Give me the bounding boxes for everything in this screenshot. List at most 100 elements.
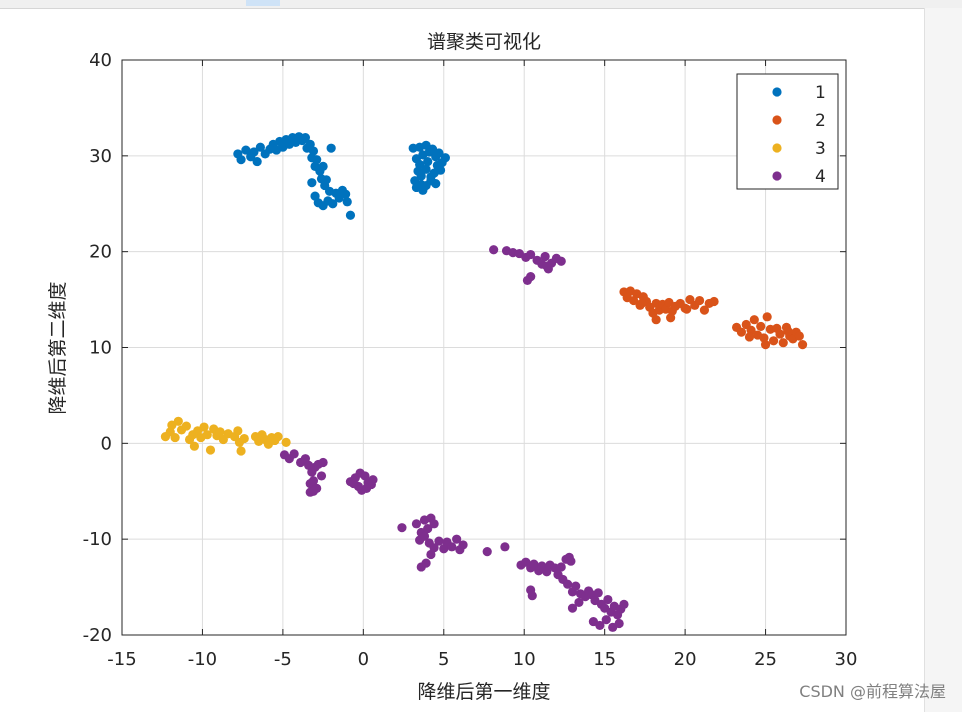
- data-point: [529, 559, 539, 569]
- legend-box: [736, 73, 839, 190]
- data-point: [756, 321, 766, 332]
- data-point: [571, 581, 581, 591]
- data-point: [255, 142, 265, 152]
- legend-marker-4: [772, 171, 782, 181]
- y-tick-label: 40: [89, 50, 112, 71]
- data-point: [556, 256, 566, 266]
- x-tick-label: -15: [107, 649, 136, 670]
- data-point: [458, 540, 468, 550]
- data-point: [316, 471, 327, 481]
- data-point: [411, 519, 422, 529]
- x-tick-label: 0: [358, 649, 369, 670]
- data-point: [783, 326, 793, 336]
- data-point: [431, 179, 441, 189]
- data-point: [397, 523, 407, 533]
- data-point: [434, 148, 444, 158]
- series-4: [279, 245, 629, 632]
- legend: 1 2 3 4: [736, 73, 839, 190]
- y-tick-label: -10: [83, 529, 112, 550]
- x-tick-label: -10: [188, 649, 217, 670]
- data-point: [749, 315, 759, 325]
- x-tick-label: 20: [674, 649, 697, 670]
- data-point: [744, 332, 755, 342]
- x-tick-label: 30: [835, 649, 858, 670]
- data-point: [794, 331, 804, 341]
- data-point: [215, 427, 225, 437]
- data-point: [281, 437, 291, 447]
- data-point: [500, 542, 510, 552]
- y-tick-label: 30: [89, 146, 112, 167]
- data-point: [526, 271, 536, 282]
- data-point: [556, 562, 566, 572]
- data-point: [574, 597, 584, 608]
- data-point: [308, 486, 319, 496]
- data-point: [342, 197, 352, 207]
- legend-marker-1: [772, 87, 782, 97]
- data-point: [328, 199, 338, 209]
- data-point: [249, 147, 259, 157]
- y-tick-label: 0: [101, 433, 112, 454]
- data-point: [308, 476, 319, 486]
- data-point: [762, 312, 772, 322]
- data-point: [421, 558, 431, 568]
- data-point: [447, 542, 457, 552]
- data-point: [236, 446, 246, 456]
- series-3: [160, 416, 291, 456]
- data-point: [566, 556, 576, 566]
- data-point: [349, 478, 359, 489]
- x-tick-label: 10: [513, 649, 536, 670]
- data-point: [423, 156, 433, 167]
- legend-marker-2: [772, 115, 782, 125]
- axis-ticks: [121, 59, 847, 636]
- data-point: [289, 449, 299, 459]
- data-point: [205, 445, 216, 455]
- data-point: [252, 156, 262, 167]
- tick-labels: -15 -10 -5 0 5 10 15 20 25 30 -20 -10 0 10 20 30 40: [83, 50, 858, 670]
- data-point: [769, 336, 779, 346]
- data-point: [415, 159, 425, 170]
- window-top-strip: [0, 0, 962, 9]
- data-point: [189, 441, 199, 451]
- data-point: [273, 432, 283, 442]
- data-point: [736, 327, 747, 337]
- data-point: [527, 591, 537, 601]
- data-point: [326, 143, 336, 153]
- data-point: [452, 534, 462, 544]
- data-point: [368, 475, 378, 485]
- data-point: [699, 305, 710, 315]
- data-point: [567, 603, 578, 613]
- data-point: [307, 178, 317, 188]
- x-tick-label: 15: [593, 649, 616, 670]
- data-point: [234, 437, 245, 447]
- data-point: [233, 426, 243, 436]
- data-point: [199, 422, 209, 432]
- data-point: [775, 329, 785, 339]
- legend-label-3: 3: [815, 139, 826, 159]
- data-point: [318, 161, 328, 171]
- data-point: [709, 296, 719, 307]
- data-point: [300, 133, 311, 143]
- data-point: [236, 155, 246, 165]
- data-point: [241, 145, 251, 155]
- data-point: [540, 251, 550, 262]
- data-point: [426, 549, 436, 560]
- data-point: [682, 304, 692, 314]
- data-point: [423, 524, 433, 534]
- series-2: [619, 286, 808, 350]
- data-point: [434, 536, 444, 546]
- data-point: [526, 249, 536, 260]
- data-point: [321, 175, 331, 185]
- chart-title: 谱聚类可视化: [427, 31, 541, 53]
- data-point: [429, 519, 439, 529]
- data-point: [797, 340, 808, 350]
- data-point: [694, 295, 705, 306]
- data-point: [593, 588, 603, 598]
- data-point: [318, 457, 328, 468]
- data-point: [188, 430, 198, 440]
- data-point: [181, 421, 191, 431]
- data-point: [202, 430, 212, 440]
- series-1: [233, 132, 450, 220]
- y-tick-label: 20: [89, 242, 112, 263]
- data-point: [432, 160, 442, 171]
- data-point: [167, 420, 177, 430]
